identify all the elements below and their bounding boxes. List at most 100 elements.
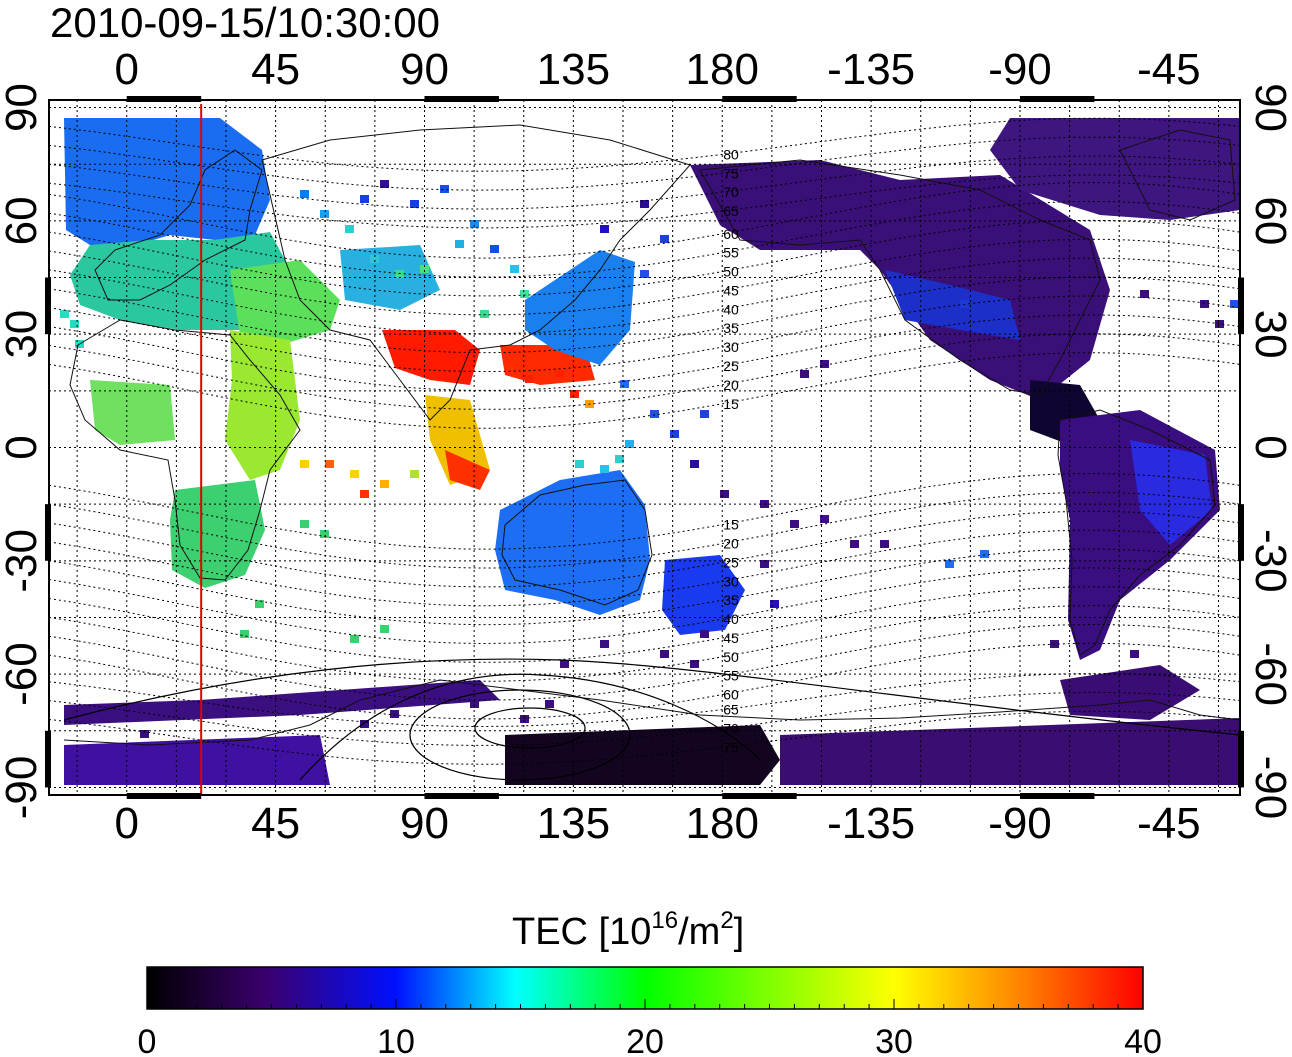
magnetic-contour (49, 491, 1240, 569)
magnetic-contour-label-20: 45 (723, 630, 739, 646)
coastline-antarctica (63, 679, 1240, 746)
tec-region-us-east (885, 270, 1020, 340)
tec-cell (300, 520, 309, 528)
tec-cell (555, 370, 564, 378)
magnetic-contour-label-25: 70 (723, 720, 739, 736)
bottom-lon_labels-7: -45 (1137, 799, 1201, 848)
colorbar-tick-label-1: 10 (377, 1023, 415, 1057)
frame-bar-top (1019, 96, 1095, 102)
left-lat_labels-2: 30 (0, 310, 46, 359)
top-lon_labels-4: 180 (686, 45, 759, 94)
right-latitude-axis: 90 60 30 0 -30 -60 -90 (1246, 83, 1292, 819)
bottom-lon_labels-4: 180 (686, 799, 759, 848)
top-lon_labels-1: 45 (251, 45, 300, 94)
frame-bar-left (45, 730, 51, 788)
tec-cell (1215, 320, 1224, 328)
tec-cell (625, 440, 634, 448)
tec-cell (615, 455, 624, 463)
tec-cell (320, 210, 329, 218)
tec-cell (350, 470, 359, 478)
tec-cell (1200, 300, 1209, 308)
magnetic-contour-label-13: 15 (723, 396, 739, 412)
tec-cell (255, 600, 264, 608)
magnetic-contour (49, 182, 1240, 259)
magnetic-contour (49, 257, 1240, 335)
frame-bar-bottom (424, 793, 499, 799)
tec-cell (720, 490, 729, 498)
tec-cell (700, 630, 709, 638)
coastline-greenland (1119, 129, 1236, 221)
tec-data-layer (64, 118, 1240, 785)
magnetic-contour (49, 276, 1240, 354)
magnetic-contour (49, 174, 1240, 229)
magnetic-contour-label-18: 35 (723, 592, 739, 608)
bottom-lon_labels-6: -90 (988, 799, 1052, 848)
frame-bar-bottom (1019, 793, 1095, 799)
magnetic-contour-label-9: 35 (723, 320, 739, 336)
frame-bars (45, 96, 1244, 799)
tec-cell (850, 540, 859, 548)
magnetic-contour (49, 155, 1240, 210)
tec-region-africa-north (90, 380, 175, 445)
frame-bar-left (45, 277, 51, 335)
magnetic-contour (49, 642, 1240, 720)
magnetic-contour (49, 219, 1240, 297)
magnetic-contour-label-19: 40 (723, 611, 739, 627)
left-lat_labels-4: -30 (0, 529, 46, 593)
tec-cell (640, 270, 649, 278)
magnetic-contour-label-26: 75 (723, 739, 739, 755)
tec-region-antarctic-coast (64, 680, 500, 725)
tec-region-australia (495, 470, 650, 615)
magnetic-contour-label-4: 60 (723, 226, 739, 242)
frame-bar-top (722, 96, 797, 102)
magnetic-contour-label-23: 60 (723, 687, 739, 703)
tec-cell (360, 195, 369, 203)
bottom-lon_labels-2: 90 (400, 799, 449, 848)
left-lat_labels-5: -60 (0, 642, 46, 706)
top-longitude-axis: 0 45 90 135 180 -135 -90 -45 (115, 45, 1201, 94)
tec-cell (770, 600, 779, 608)
tec-cell (520, 290, 529, 298)
coastline-north-america (699, 159, 1101, 396)
tec-cell (505, 365, 514, 373)
tec-cell (370, 255, 379, 263)
colorbar-tick-label-2: 20 (626, 1023, 664, 1057)
magnetic-contour-label-7: 45 (723, 282, 739, 298)
tec-cell (440, 185, 449, 193)
tec-cell (70, 320, 79, 328)
tec-cell (240, 630, 249, 638)
tec-cell (60, 310, 69, 318)
tec-cell (1230, 300, 1239, 308)
tec-cell (540, 495, 549, 503)
magnetic-contour (49, 238, 1240, 316)
tec-cell (570, 390, 579, 398)
tec-cell (480, 310, 489, 318)
tec-cell (660, 235, 669, 243)
magnetic-contour-label-0: 80 (723, 146, 739, 162)
tec-region-sumatra (445, 450, 490, 490)
magnetic-contour-label-24: 65 (723, 702, 739, 718)
tec-region-antarctica-west (780, 718, 1240, 785)
magnetic-contour-label-5: 55 (723, 245, 739, 261)
frame-bar-top (424, 96, 499, 102)
tec-cell (360, 720, 369, 728)
magnetic-contour (49, 691, 1240, 746)
tec-cell (760, 560, 769, 568)
tec-cell (380, 180, 389, 188)
tec-cell (350, 635, 359, 643)
tec-cell (945, 560, 954, 568)
right-lat_labels-6: -90 (1246, 756, 1292, 820)
magnetic-contour-label-17: 30 (723, 573, 739, 589)
magnetic-contour (49, 710, 1240, 765)
coastlines (63, 124, 1240, 746)
magnetic-contour-label-22: 55 (723, 668, 739, 684)
magnetic-contour (49, 605, 1240, 682)
magnetic-contour-label-6: 50 (723, 264, 739, 280)
tec-region-canada (990, 118, 1240, 220)
colorbar: TEC [1016/m2] 0 10 20 30 40 (138, 907, 1162, 1057)
top-lon_labels-0: 0 (115, 45, 139, 94)
tec-cell (880, 540, 889, 548)
graticule (49, 100, 1240, 795)
frame-bar-left (45, 504, 51, 561)
tec-cell (390, 710, 399, 718)
